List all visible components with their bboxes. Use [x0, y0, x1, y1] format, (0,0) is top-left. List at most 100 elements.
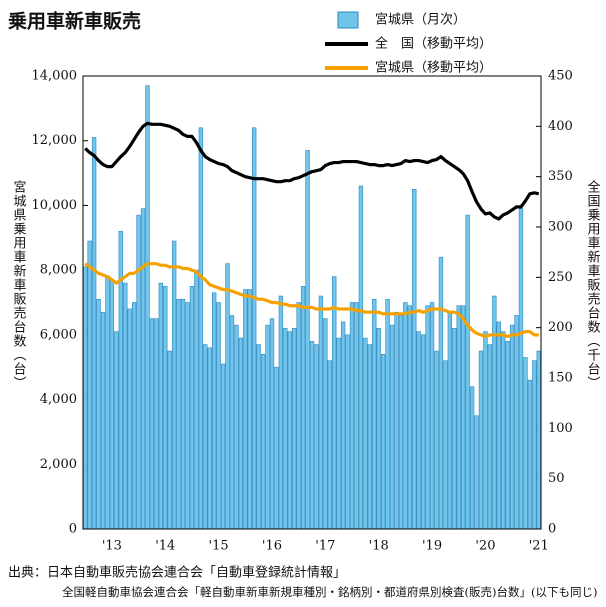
y2-tick-label: 200: [548, 320, 573, 335]
bar: [496, 321, 501, 530]
bar: [296, 302, 301, 530]
bar: [158, 282, 163, 530]
bar: [509, 324, 515, 530]
bar: [260, 353, 266, 530]
x-tick-label: '18: [369, 539, 389, 554]
bar: [332, 276, 337, 530]
line: [84, 121, 540, 221]
y-tick-label: 10,000: [32, 198, 78, 213]
y2-tick-label: 0: [548, 522, 556, 537]
bar: [527, 379, 533, 530]
y2-tick-label: 350: [548, 169, 573, 184]
bar: [336, 337, 341, 530]
y2-tick-label: 150: [548, 371, 573, 386]
bar: [478, 350, 484, 530]
y-tick-label: 14,000: [32, 69, 78, 84]
bar: [438, 256, 444, 530]
bar: [203, 344, 208, 530]
bar: [487, 344, 493, 530]
chart-title: 乗用車新車販売: [8, 10, 141, 33]
bar: [447, 311, 453, 530]
x-tick-label: '19: [422, 539, 442, 554]
x-tick-label: '13: [102, 539, 122, 554]
bar: [274, 366, 279, 530]
bar: [532, 360, 537, 530]
bar: [318, 295, 324, 530]
bar: [367, 344, 372, 530]
bar: [492, 295, 497, 530]
source-detail: 全国軽自動車協会連合会「軽自動車新車新規車種別・銘柄別・都道府県別検査(販売)台…: [62, 585, 597, 599]
bar: [443, 360, 448, 530]
bar: [136, 214, 141, 530]
bar: [309, 341, 315, 530]
legend-label: 宮城県（移動平均）: [375, 60, 492, 76]
bar: [345, 334, 350, 530]
bar: [269, 318, 275, 530]
bar: [536, 350, 541, 530]
bar: [425, 305, 430, 530]
bar: [225, 263, 230, 530]
x-tick-label: '21: [529, 539, 549, 554]
bar: [194, 269, 199, 530]
bar: [265, 324, 270, 530]
bar: [403, 302, 408, 530]
bar: [114, 331, 119, 530]
y2-tick-label: 50: [548, 471, 565, 486]
bar: [505, 341, 510, 530]
y2-tick-label: 100: [548, 421, 573, 436]
bar: [323, 318, 328, 530]
x-tick-label: '15: [209, 539, 229, 554]
bar: [483, 331, 488, 530]
bar: [118, 231, 123, 530]
legend-label: 全 国（移動平均）: [375, 36, 492, 52]
bar: [501, 331, 506, 530]
bar: [123, 282, 128, 530]
bar: [363, 337, 368, 530]
bar: [518, 208, 524, 530]
bar: [461, 305, 466, 530]
bar: [91, 137, 97, 530]
y-tick-label: 12,000: [32, 133, 78, 148]
bar: [140, 208, 146, 530]
bar: [100, 311, 106, 530]
bar: [354, 302, 359, 530]
bar: [380, 353, 386, 530]
plot-frame: [82, 75, 542, 530]
bar: [212, 292, 217, 530]
y2-axis-title: 全国乗用車新車販売台数（千台）: [585, 179, 601, 390]
bar: [300, 286, 306, 530]
bar: [278, 295, 284, 530]
bar: [514, 315, 519, 530]
bar: [154, 318, 159, 530]
x-tick-label: '14: [155, 539, 175, 554]
y-tick-label: 4,000: [40, 392, 77, 407]
bar: [376, 328, 381, 530]
source: 出典：日本自動車販売協会連合会「自動車登録統計情報」: [8, 565, 346, 581]
bar: [256, 344, 261, 530]
bar: [216, 302, 221, 530]
bar: [340, 321, 346, 530]
x-tick-label: '17: [315, 539, 335, 554]
x-tick-label: '16: [262, 539, 282, 554]
y-tick-label: 6,000: [40, 327, 77, 342]
bar: [452, 328, 457, 530]
bar: [220, 363, 226, 530]
legend-swatch: [337, 11, 359, 29]
bar: [149, 318, 155, 530]
bar: [314, 344, 319, 530]
bar: [465, 214, 470, 530]
bar: [234, 324, 239, 530]
y2-tick-label: 250: [548, 270, 573, 285]
bar: [131, 302, 137, 530]
bar: [407, 305, 412, 530]
y-tick-label: 2,000: [40, 457, 77, 472]
bar: [243, 289, 248, 530]
bar: [252, 127, 257, 530]
y-tick-label: 0: [69, 522, 77, 537]
bar: [171, 240, 177, 530]
bar: [238, 337, 244, 530]
bar: [87, 240, 92, 530]
bar: [394, 311, 399, 530]
bar: [163, 286, 168, 530]
